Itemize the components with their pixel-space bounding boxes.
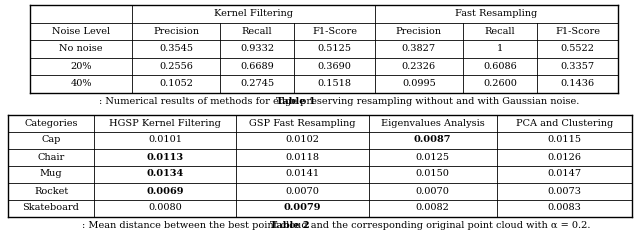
Text: 0.6086: 0.6086: [483, 62, 517, 71]
Text: 0.0083: 0.0083: [547, 204, 581, 213]
Text: Precision: Precision: [153, 27, 199, 36]
Text: 0.0102: 0.0102: [285, 136, 319, 145]
Text: 0.6689: 0.6689: [240, 62, 274, 71]
Text: 0.5522: 0.5522: [561, 44, 595, 53]
Text: 0.0087: 0.0087: [414, 136, 451, 145]
Text: Mug: Mug: [40, 169, 62, 178]
Text: 0.1052: 0.1052: [159, 79, 193, 88]
Text: 20%: 20%: [70, 62, 92, 71]
Text: 0.0115: 0.0115: [547, 136, 581, 145]
Text: GSP Fast Resampling: GSP Fast Resampling: [249, 118, 356, 128]
Text: 0.0101: 0.0101: [148, 136, 182, 145]
Text: Recall: Recall: [242, 27, 273, 36]
Text: Noise Level: Noise Level: [52, 27, 110, 36]
Text: Table 2: Table 2: [270, 221, 310, 230]
Text: 0.1436: 0.1436: [561, 79, 595, 88]
Text: 0.0118: 0.0118: [285, 152, 319, 161]
Text: PCA and Clustering: PCA and Clustering: [516, 118, 613, 128]
Text: 0.9332: 0.9332: [240, 44, 274, 53]
Text: 0.0070: 0.0070: [416, 187, 449, 196]
Text: 0.0070: 0.0070: [285, 187, 319, 196]
Text: 0.0069: 0.0069: [147, 187, 184, 196]
Text: 0.2326: 0.2326: [402, 62, 436, 71]
Text: HGSP Kernel Filtering: HGSP Kernel Filtering: [109, 118, 221, 128]
Text: 0.0995: 0.0995: [402, 79, 436, 88]
Text: 0.1518: 0.1518: [317, 79, 352, 88]
Text: 0.0073: 0.0073: [547, 187, 581, 196]
Text: : Numerical results of methods for edge preserving resampling without and with G: : Numerical results of methods for edge …: [99, 97, 579, 106]
Text: 0.2745: 0.2745: [240, 79, 274, 88]
Text: 0.0141: 0.0141: [285, 169, 319, 178]
Text: Precision: Precision: [396, 27, 442, 36]
Text: 0.3690: 0.3690: [317, 62, 351, 71]
Text: 0.3357: 0.3357: [561, 62, 595, 71]
Text: Chair: Chair: [37, 152, 65, 161]
Text: F1-Score: F1-Score: [312, 27, 357, 36]
Text: 0.0080: 0.0080: [148, 204, 182, 213]
Text: 0.2556: 0.2556: [159, 62, 193, 71]
Text: 0.5125: 0.5125: [317, 44, 352, 53]
Text: Skateboard: Skateboard: [22, 204, 79, 213]
Text: 40%: 40%: [70, 79, 92, 88]
Text: 0.0079: 0.0079: [284, 204, 321, 213]
Text: 0.3545: 0.3545: [159, 44, 193, 53]
Text: 0.0126: 0.0126: [547, 152, 581, 161]
Text: Table 1: Table 1: [276, 97, 316, 106]
Text: Cap: Cap: [42, 136, 61, 145]
Text: F1-Score: F1-Score: [555, 27, 600, 36]
Text: 0.0134: 0.0134: [147, 169, 184, 178]
Text: 0.0082: 0.0082: [416, 204, 449, 213]
Text: 0.0147: 0.0147: [547, 169, 581, 178]
Text: Eigenvalues Analysis: Eigenvalues Analysis: [381, 118, 484, 128]
Text: 0.0125: 0.0125: [415, 152, 450, 161]
Text: Categories: Categories: [24, 118, 78, 128]
Text: Kernel Filtering: Kernel Filtering: [214, 9, 293, 18]
Text: 0.0150: 0.0150: [416, 169, 449, 178]
Text: 0.0113: 0.0113: [147, 152, 184, 161]
Text: Rocket: Rocket: [34, 187, 68, 196]
Text: Recall: Recall: [484, 27, 515, 36]
Text: 1: 1: [497, 44, 503, 53]
Text: Fast Resampling: Fast Resampling: [456, 9, 538, 18]
Text: : Mean distance between the best point cloud and the corresponding original poin: : Mean distance between the best point c…: [82, 221, 590, 230]
Text: 0.3827: 0.3827: [402, 44, 436, 53]
Text: No noise: No noise: [60, 44, 103, 53]
Text: 0.2600: 0.2600: [483, 79, 517, 88]
